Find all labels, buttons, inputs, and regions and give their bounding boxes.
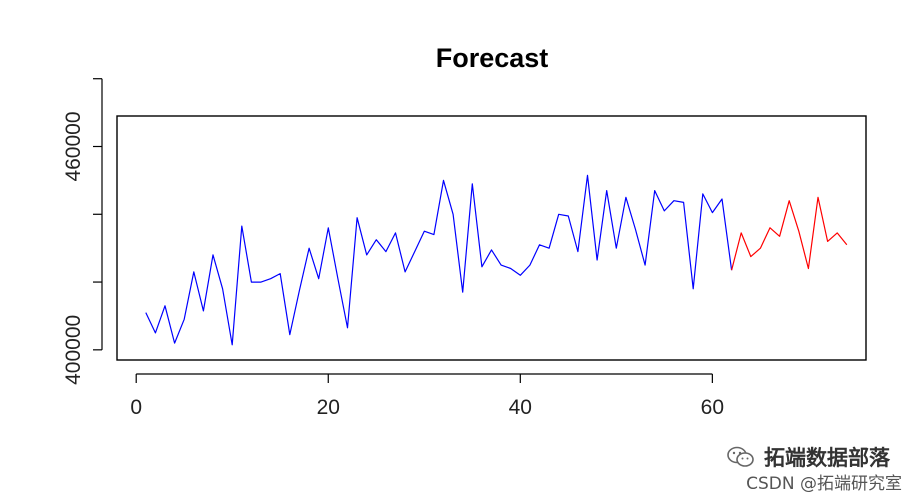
watermark-brand: 拓端数据部落 <box>726 442 890 472</box>
x-tick-label: 0 <box>130 396 142 419</box>
plot-frame <box>116 115 867 361</box>
chart-title: Forecast <box>436 43 549 73</box>
series-layer <box>145 174 848 346</box>
axes: 0 20 40 60 400000 460000 <box>62 78 724 419</box>
x-tick-label: 60 <box>701 396 724 419</box>
watermark-brand-text: 拓端数据部落 <box>764 446 890 470</box>
x-tick-label: 40 <box>509 396 532 419</box>
series-line-actual <box>145 174 733 346</box>
series-line-forecast <box>731 196 848 271</box>
watermark-author: CSDN @拓端研究室 <box>746 474 902 494</box>
y-tick-label: 400000 <box>62 315 85 385</box>
wechat-icon <box>727 446 754 467</box>
x-tick-label: 20 <box>317 396 340 419</box>
y-tick-label: 460000 <box>62 111 85 181</box>
